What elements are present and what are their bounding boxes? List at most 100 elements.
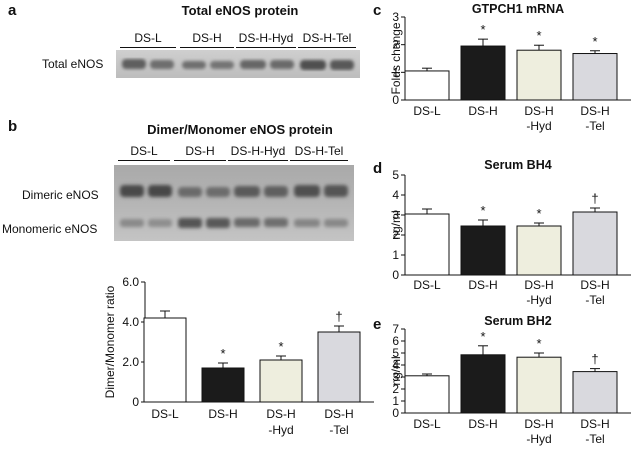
panel-b-lane-label: DS-H-Tel — [294, 144, 344, 158]
panel-b-row-label-monomeric: Monomeric eNOS — [2, 222, 98, 236]
panel-b-lane-line — [290, 160, 348, 161]
panel-a-letter: a — [8, 2, 17, 19]
chart-b-category-label: DS-H — [324, 407, 353, 421]
chart-d-category-label: DS-H — [580, 278, 609, 292]
chart-e-significance-mark: * — [480, 329, 485, 344]
panel-b-row-label-dimeric: Dimeric eNOS — [22, 188, 99, 202]
chart-e-category-label: DS-H — [468, 417, 497, 431]
chart-c-y-label: Folds change — [389, 22, 403, 94]
chart-d-category-label: DS-H — [468, 278, 497, 292]
chart-b-category-label: -Tel — [329, 423, 348, 437]
chart-e-significance-mark: * — [536, 336, 541, 351]
chart-b-y-tick-label: 0 — [132, 395, 139, 409]
chart-b-bar — [317, 331, 361, 403]
chart-d-y-tick-label: 4 — [392, 188, 399, 202]
chart-c-category-label: DS-H — [468, 104, 497, 118]
chart-e-y-tick-label: 4 — [392, 358, 399, 372]
panel-b-lane-line — [174, 160, 226, 161]
chart-b-y-label: Dimer/Monomer ratio — [103, 285, 117, 398]
chart-c-category-label: DS-L — [413, 104, 441, 118]
chart-b-significance-mark: * — [220, 346, 225, 361]
chart-c-y-tick-label: 3 — [392, 10, 399, 24]
chart-b-y-tick-label: 6.0 — [122, 275, 139, 289]
chart-b-y-tick-label: 4.0 — [122, 315, 139, 329]
chart-e-y-label: ng/ml — [389, 356, 403, 385]
panel-b-title: Dimer/Monomer eNOS protein — [147, 122, 333, 137]
chart-e-serum-bh2: Serum BH201234567ng/mlDS-L*DS-H*DS-H-Hyd… — [389, 314, 631, 446]
chart-e-y-tick-label: 2 — [392, 382, 399, 396]
chart-c-title: GTPCH1 mRNA — [472, 2, 564, 16]
chart-d-significance-mark: † — [591, 191, 598, 206]
chart-d-y-tick-label: 3 — [392, 208, 399, 222]
chart-b-category-label: -Hyd — [268, 423, 293, 437]
chart-d-significance-mark: * — [536, 206, 541, 221]
chart-e-y-tick-label: 0 — [392, 406, 399, 420]
chart-e-y-tick-label: 5 — [392, 346, 399, 360]
chart-b-category-label: DS-L — [151, 407, 179, 421]
panel-b-lane-line — [228, 160, 288, 161]
chart-c-bar — [572, 53, 618, 101]
chart-d-category-label: DS-H — [524, 278, 553, 292]
panel-b-western-blot — [114, 165, 354, 241]
chart-d-category-label: -Tel — [585, 293, 604, 307]
panel-b-lane-label: DS-H — [185, 144, 215, 158]
panel-a-lane-label: DS-H-Hyd — [238, 31, 294, 45]
panel-a-lane-line — [298, 47, 356, 48]
chart-e-y-tick-label: 7 — [392, 322, 399, 336]
chart-e-y-tick-label: 6 — [392, 334, 399, 348]
chart-c-significance-mark: * — [592, 34, 597, 49]
chart-b-y-tick-label: 2.0 — [122, 355, 139, 369]
chart-c-bar — [404, 70, 450, 101]
chart-c-significance-mark: * — [480, 22, 485, 37]
chart-b-bar — [259, 359, 303, 403]
chart-b-significance-mark: * — [278, 339, 283, 354]
chart-e-bar — [516, 356, 562, 414]
chart-c-category-label: -Tel — [585, 119, 604, 133]
chart-c-y-tick-label: 1 — [392, 65, 399, 79]
chart-b-bar — [143, 317, 187, 403]
chart-c-bar — [516, 49, 562, 101]
chart-d-bar — [404, 213, 450, 276]
chart-b-significance-mark: † — [335, 309, 342, 324]
chart-b-category-label: DS-H — [208, 407, 237, 421]
chart-c-bar — [460, 45, 506, 101]
chart-e-category-label: DS-H — [524, 417, 553, 431]
chart-e-bar — [404, 375, 450, 414]
chart-c-category-label: DS-H — [524, 104, 553, 118]
chart-c-significance-mark: * — [536, 28, 541, 43]
panel-a-western-blot — [116, 50, 360, 78]
panel-a-lane-line — [180, 47, 234, 48]
chart-c-y-tick-label: 2 — [392, 38, 399, 52]
panel-a-lane-label: DS-L — [134, 31, 162, 45]
panel-e-letter: e — [373, 316, 382, 333]
chart-e-bar — [572, 371, 618, 414]
chart-d-title: Serum BH4 — [484, 158, 551, 172]
chart-d-category-label: DS-L — [413, 278, 441, 292]
chart-d-y-tick-label: 2 — [392, 228, 399, 242]
chart-d-bar — [460, 225, 506, 276]
panel-c-letter: c — [373, 2, 382, 19]
panel-b-lane-label: DS-L — [130, 144, 158, 158]
chart-c-y-tick-label: 0 — [392, 93, 399, 107]
panel-a-lane-label: DS-H-Tel — [302, 31, 352, 45]
chart-e-title: Serum BH2 — [484, 314, 551, 328]
chart-b-bar — [201, 367, 245, 403]
chart-d-bar — [516, 225, 562, 276]
chart-d-y-label: ng/ml — [389, 210, 403, 239]
chart-d-y-tick-label: 5 — [392, 168, 399, 182]
chart-e-y-tick-label: 1 — [392, 394, 399, 408]
chart-e-category-label: -Hyd — [526, 432, 551, 446]
chart-c-category-label: -Hyd — [526, 119, 551, 133]
panel-a-title: Total eNOS protein — [181, 3, 299, 18]
chart-e-category-label: DS-H — [580, 417, 609, 431]
chart-d-y-tick-label: 0 — [392, 268, 399, 282]
chart-d-significance-mark: * — [480, 203, 485, 218]
chart-d-bar — [572, 211, 618, 276]
chart-b-category-label: DS-H — [266, 407, 295, 421]
chart-e-significance-mark: † — [591, 352, 598, 367]
chart-e-y-tick-label: 3 — [392, 370, 399, 384]
chart-e-bar — [460, 354, 506, 414]
panel-a-lane-line — [120, 47, 176, 48]
chart-e-category-label: DS-L — [413, 417, 441, 431]
panel-a-lane-line — [236, 47, 296, 48]
